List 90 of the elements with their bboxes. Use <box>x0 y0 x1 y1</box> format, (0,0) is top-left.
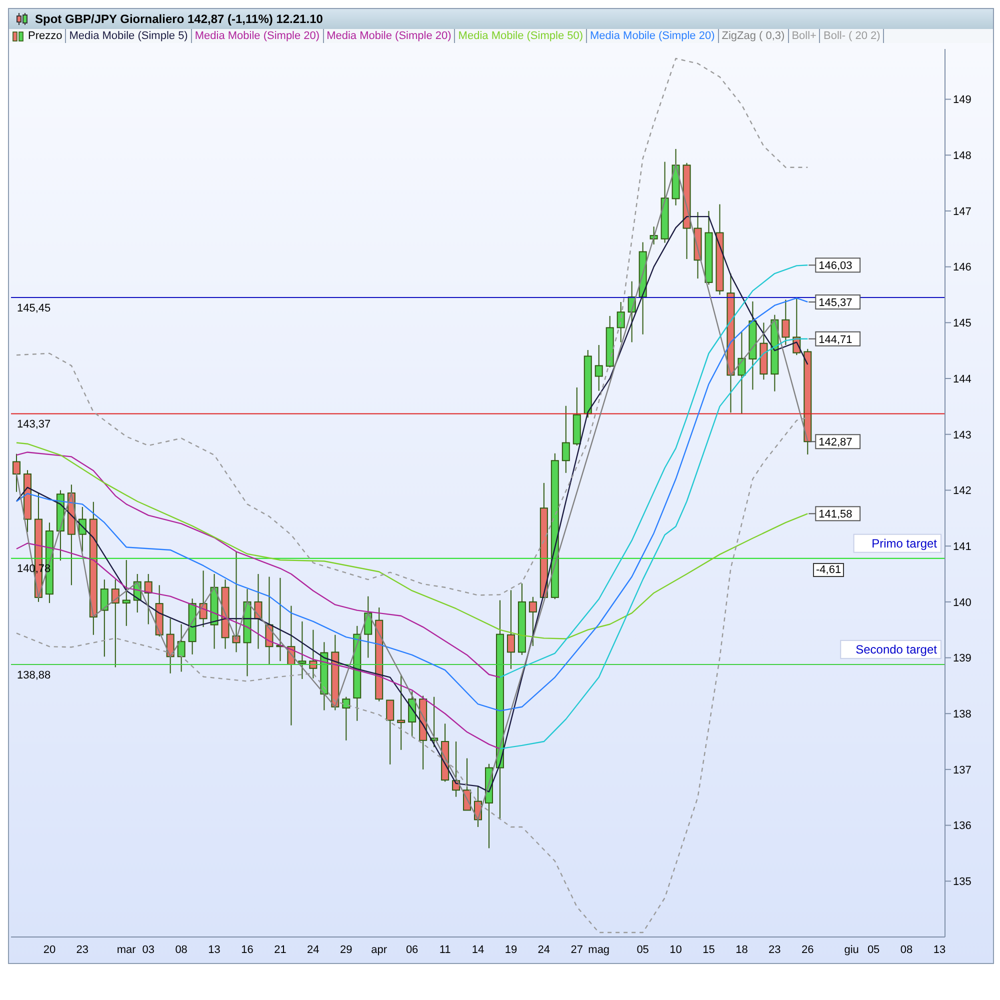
y-tick-label: 148 <box>953 150 972 162</box>
x-tick-label: 10 <box>670 944 682 956</box>
x-tick-label: 08 <box>175 944 188 956</box>
x-tick-label: mar <box>116 944 136 956</box>
annotation: 145,37 <box>818 296 852 309</box>
annotation: 142,87 <box>818 436 852 449</box>
annotation: 144,71 <box>818 334 852 346</box>
y-tick-label: 135 <box>953 876 972 888</box>
y-tick-label: 146 <box>953 262 972 274</box>
x-tick-label: 24 <box>307 944 320 956</box>
candlestick <box>342 696 350 741</box>
line-series <box>16 452 501 678</box>
y-tick-label: 136 <box>953 820 972 832</box>
x-tick-label: 05 <box>867 944 880 956</box>
y-tick-label: 137 <box>953 764 972 776</box>
chart-title: Spot GBP/JPY Giornaliero 142,87 (-1,11%) 12.21.10 <box>35 12 323 26</box>
y-tick-label: 147 <box>953 206 972 218</box>
text: ZigZag ( 0,3) <box>718 29 789 43</box>
candlestick <box>177 624 186 672</box>
text: Media Mobile (Simple 20) <box>587 29 719 43</box>
candlestick <box>111 579 120 668</box>
x-tick-label: 20 <box>43 944 56 956</box>
x-tick-label: apr <box>371 944 388 956</box>
annotation: 141,58 <box>818 508 852 521</box>
x-tick-label: 13 <box>208 944 220 956</box>
candlestick <box>309 629 318 679</box>
line-series <box>16 297 808 712</box>
x-tick-label: 08 <box>900 944 913 956</box>
candlestick <box>782 299 790 346</box>
annotation: Primo target <box>872 536 938 550</box>
x-tick-label: 19 <box>504 944 518 956</box>
candlestick <box>78 506 86 552</box>
annotation: 146,03 <box>818 260 852 272</box>
y-tick-label: 139 <box>953 652 972 665</box>
line-series <box>16 542 501 750</box>
y-tick-label: 144 <box>953 373 972 386</box>
line-series <box>16 58 808 596</box>
y-tick-label: 138 <box>953 708 972 721</box>
candlestick <box>616 301 625 343</box>
candlestick <box>528 596 537 647</box>
line-series <box>16 442 808 640</box>
text: Media Mobile (Simple 5) <box>66 29 192 43</box>
x-tick-label: 29 <box>340 944 352 956</box>
ref-line-label: 138,88 <box>17 669 51 682</box>
x-tick-label: 21 <box>274 944 286 956</box>
x-tick-label: 13 <box>933 944 946 956</box>
y-tick-label: 141 <box>953 540 972 553</box>
annotation: -4,61 <box>813 563 844 577</box>
y-tick-label: 143 <box>953 429 972 442</box>
x-tick-label: 06 <box>406 944 418 956</box>
annotation: Secondo target <box>856 642 938 656</box>
x-tick-label: 03 <box>142 944 154 956</box>
candlestick <box>562 405 570 474</box>
x-tick-label: giu <box>844 944 859 956</box>
text: Boll+ <box>788 29 820 43</box>
text: Media Mobile (Simple 20) <box>324 29 456 43</box>
x-tick-label: mag <box>588 944 610 956</box>
candlestick <box>144 573 152 625</box>
candlestick <box>298 620 306 680</box>
x-tick-label: 23 <box>76 944 89 956</box>
candlestick <box>506 590 515 670</box>
x-tick-label: 26 <box>802 944 814 956</box>
ref-line-label: 145,45 <box>17 302 51 314</box>
x-tick-label: 05 <box>636 944 649 956</box>
candlestick <box>100 579 108 658</box>
ref-line-label: 143,37 <box>17 418 51 431</box>
x-tick-label: 16 <box>241 944 254 956</box>
candlestick <box>397 674 406 750</box>
text: Media Mobile (Simple 20) <box>192 29 324 43</box>
text: Media Mobile (Simple 50) <box>455 29 588 43</box>
line-series <box>499 338 808 750</box>
x-tick-label: 27 <box>570 944 584 956</box>
x-tick-label: 24 <box>538 944 550 956</box>
y-tick-label: 140 <box>953 596 972 609</box>
candlestick <box>12 453 20 492</box>
x-tick-label: 15 <box>702 944 715 956</box>
text: Boll- ( 20 2) <box>820 29 884 43</box>
y-tick-label: 149 <box>953 94 972 106</box>
legend-label: Prezzo <box>9 29 66 43</box>
y-tick-label: 142 <box>953 485 972 498</box>
x-tick-label: 23 <box>768 944 781 956</box>
line-series <box>499 264 808 678</box>
candlestick <box>122 560 130 626</box>
y-tick-label: 145 <box>953 318 972 330</box>
x-tick-label: 11 <box>439 944 451 956</box>
candlestick <box>386 700 394 765</box>
x-tick-label: 18 <box>736 944 748 956</box>
candlestick <box>594 344 603 392</box>
line-series <box>16 417 808 934</box>
x-tick-label: 14 <box>472 944 484 956</box>
